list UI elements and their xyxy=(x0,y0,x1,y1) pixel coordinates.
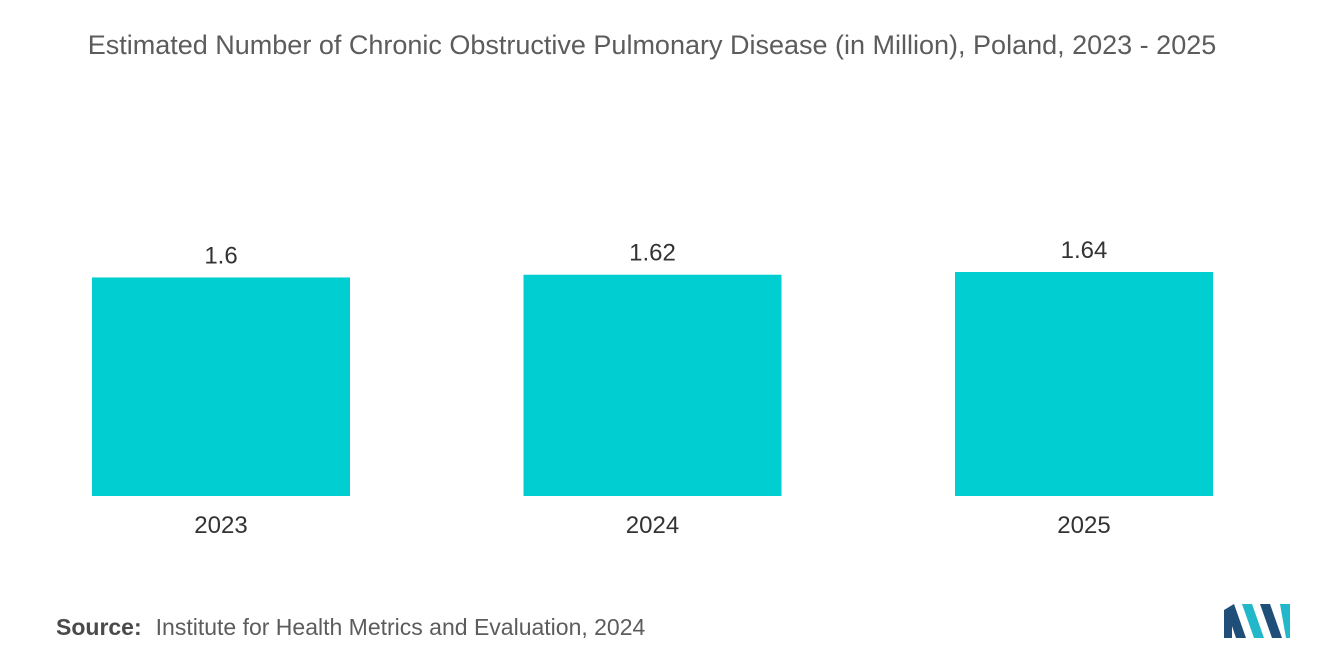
mordor-intelligence-logo-icon xyxy=(1224,604,1290,638)
logo-shape-right xyxy=(1260,604,1282,638)
source-label: Source: xyxy=(56,614,142,640)
bar-chart: 1.6 2023 1.62 2024 1.64 2025 xyxy=(92,237,1213,539)
logo-shape-middle xyxy=(1242,604,1264,638)
source-text: Institute for Health Metrics and Evaluat… xyxy=(155,614,646,640)
chart-title: Estimated Number of Chronic Obstructive … xyxy=(87,30,1217,60)
logo-shape-left xyxy=(1224,604,1246,638)
logo-shape-edge xyxy=(1280,604,1290,638)
value-label-2024: 1.62 xyxy=(629,240,676,267)
x-tick-label-2023: 2023 xyxy=(194,512,247,539)
source-note: Source: Institute for Health Metrics and … xyxy=(56,614,645,641)
x-tick-label-2025: 2025 xyxy=(1057,512,1110,539)
bar-2023 xyxy=(92,277,350,496)
bar-2025 xyxy=(955,272,1213,496)
bar-2024 xyxy=(523,274,782,496)
value-label-2023: 1.6 xyxy=(204,242,237,269)
value-label-2025: 1.64 xyxy=(1061,237,1108,264)
x-tick-label-2024: 2024 xyxy=(626,512,679,539)
